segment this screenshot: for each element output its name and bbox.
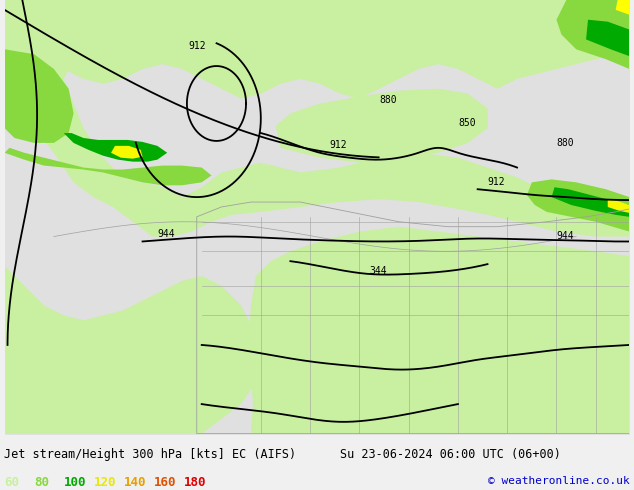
Polygon shape: [4, 0, 630, 237]
Polygon shape: [276, 89, 488, 163]
Polygon shape: [4, 148, 212, 185]
Text: 944: 944: [557, 230, 574, 241]
Polygon shape: [616, 0, 630, 15]
Text: 180: 180: [184, 476, 207, 489]
Text: 120: 120: [94, 476, 117, 489]
Text: 160: 160: [154, 476, 176, 489]
Polygon shape: [4, 0, 630, 98]
Text: 100: 100: [64, 476, 86, 489]
Polygon shape: [4, 266, 261, 434]
Text: 140: 140: [124, 476, 146, 489]
Polygon shape: [552, 187, 630, 217]
Text: 344: 344: [369, 266, 387, 276]
Polygon shape: [63, 133, 167, 162]
Text: 912: 912: [488, 177, 505, 187]
Polygon shape: [111, 146, 143, 159]
Text: Su 23-06-2024 06:00 UTC (06+00): Su 23-06-2024 06:00 UTC (06+00): [340, 448, 561, 461]
Text: 880: 880: [379, 96, 397, 105]
Polygon shape: [88, 140, 152, 159]
Text: 80: 80: [34, 476, 49, 489]
Polygon shape: [527, 179, 630, 232]
Text: 912: 912: [188, 41, 205, 51]
Text: 912: 912: [330, 140, 347, 150]
Polygon shape: [557, 0, 630, 69]
Polygon shape: [249, 227, 630, 434]
Text: 880: 880: [557, 138, 574, 148]
Polygon shape: [586, 20, 630, 56]
Polygon shape: [608, 199, 630, 213]
Text: Jet stream/Height 300 hPa [kts] EC (AIFS): Jet stream/Height 300 hPa [kts] EC (AIFS…: [4, 448, 296, 461]
Text: 60: 60: [4, 476, 19, 489]
Text: 850: 850: [458, 118, 476, 128]
Text: © weatheronline.co.uk: © weatheronline.co.uk: [488, 476, 630, 486]
Text: 944: 944: [157, 228, 175, 239]
Polygon shape: [4, 49, 74, 143]
